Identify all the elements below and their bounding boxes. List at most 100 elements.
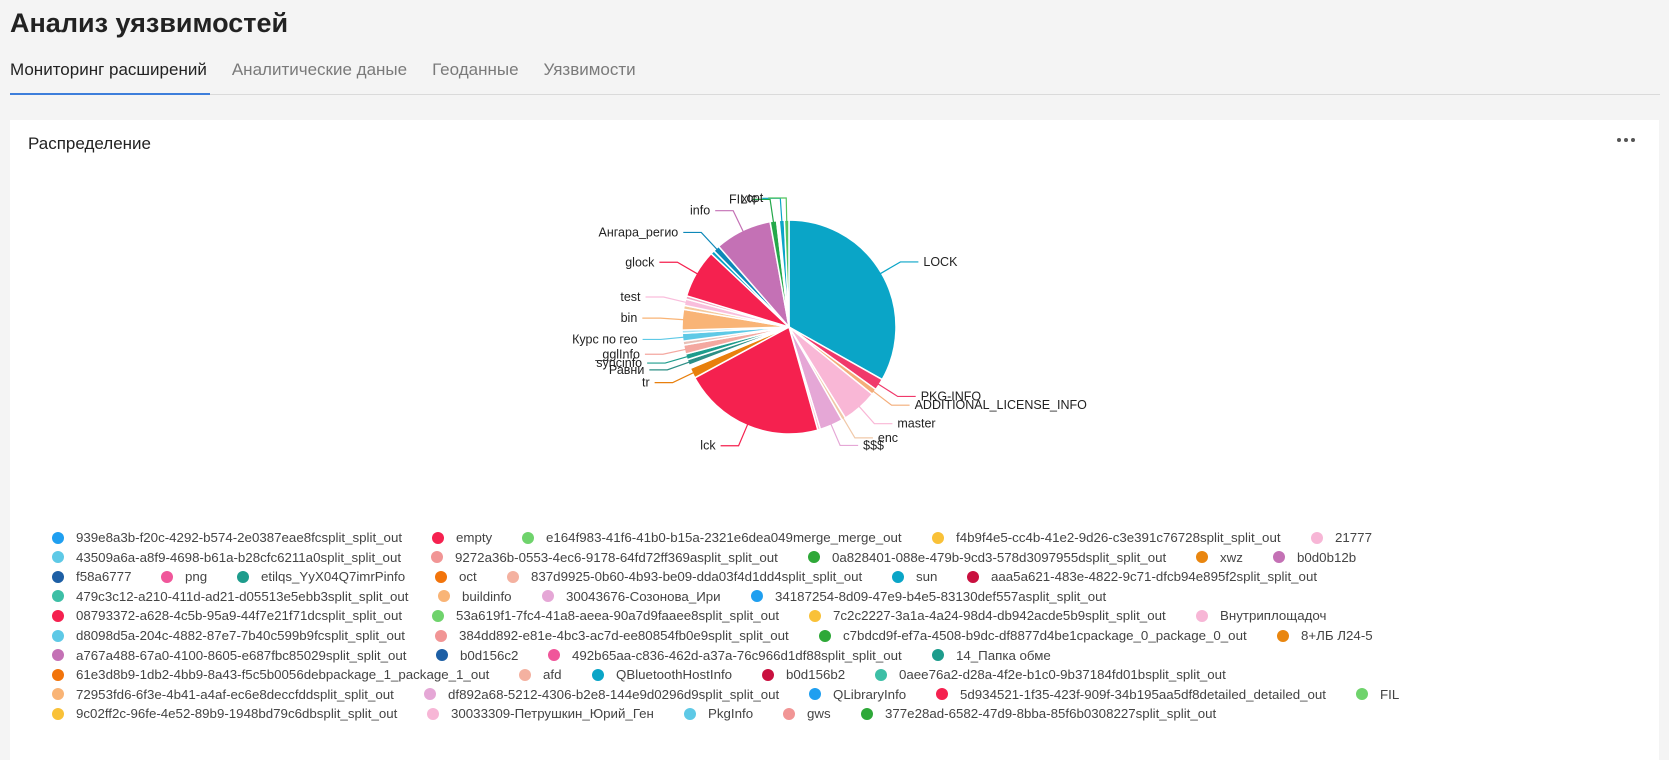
legend-label: 5d934521-1f35-423f-909f-34b195aa5df8deta… xyxy=(960,686,1326,702)
legend-label: b0d156c2 xyxy=(460,647,519,663)
legend-item[interactable]: 34187254-8d09-47e9-b4e5-83130def557aspli… xyxy=(751,589,1106,604)
legend-color-dot xyxy=(52,531,64,544)
legend-item[interactable]: e164f983-41f6-41b0-b15a-2321e6dea049merg… xyxy=(522,530,902,545)
legend-item[interactable]: 7c2c2227-3a1a-4a24-98d4-db942acde5b9spli… xyxy=(809,608,1166,623)
legend-label: 9c02ff2c-96fe-4e52-89b9-1948bd79c6dbspli… xyxy=(76,706,398,722)
pie-slice-label: tr xyxy=(642,376,650,390)
legend-item[interactable]: c7bdcd9f-ef7a-4508-b9dc-df8877d4be1cpack… xyxy=(819,628,1247,643)
legend-item[interactable]: empty xyxy=(432,530,492,545)
pie-slice-label: master xyxy=(897,417,935,431)
legend-label: FIL xyxy=(1380,686,1400,702)
legend-label: e164f983-41f6-41b0-b15a-2321e6dea049merg… xyxy=(546,530,902,545)
legend-item[interactable]: buildinfo xyxy=(438,589,512,604)
more-horizontal-icon[interactable] xyxy=(1611,128,1641,152)
legend-item[interactable]: gws xyxy=(783,706,831,721)
legend-item[interactable]: 0aee76a2-d28a-4f2e-b1c0-9b37184fd01bspli… xyxy=(875,667,1226,682)
legend-item[interactable]: 53a619f1-7fc4-41a8-aeea-90a7d9faaee8spli… xyxy=(432,608,779,623)
legend-item[interactable]: etilqs_YyX04Q7imrPinfo xyxy=(237,569,405,584)
pie-slice-label: lck xyxy=(700,439,716,453)
legend-item[interactable]: 43509a6a-a8f9-4698-b61a-b28cfc6211a0spli… xyxy=(52,550,401,565)
legend-label: 479c3c12-a210-411d-ad21-d05513e5ebb3spli… xyxy=(76,588,409,604)
legend-item[interactable]: png xyxy=(161,569,207,584)
legend-label: df892a68-5212-4306-b2e8-144e9d0296d9spli… xyxy=(448,686,780,702)
legend-color-dot xyxy=(1196,551,1208,564)
legend-item[interactable]: afd xyxy=(519,667,562,682)
pie-label-connector xyxy=(642,317,687,321)
legend-color-dot xyxy=(861,707,873,720)
legend-item[interactable]: 384dd892-e81e-4bc3-ac7d-ee80854fb0e9spli… xyxy=(435,628,789,643)
legend-item[interactable]: f4b9f4e5-cc4b-41e2-9d26-c3e391c76728spli… xyxy=(932,530,1281,545)
pie-label-connector xyxy=(870,388,910,406)
legend-item[interactable]: 08793372-a628-4c5b-95a9-44f7e21f71dcspli… xyxy=(52,608,402,623)
legend-label: f58a6777 xyxy=(76,569,132,585)
legend-item[interactable]: b0d156c2 xyxy=(436,648,518,663)
pie-label-connector xyxy=(829,421,859,447)
legend-item[interactable]: b0d0b12b xyxy=(1273,550,1356,565)
tab-analytics-data[interactable]: Аналитические даные xyxy=(231,60,408,79)
legend-item[interactable]: 14_Папка обме xyxy=(932,648,1051,663)
legend-color-dot xyxy=(809,688,821,701)
legend-color-dot xyxy=(592,668,604,681)
legend-label: gws xyxy=(807,706,831,722)
legend-item[interactable]: 9c02ff2c-96fe-4e52-89b9-1948bd79c6dbspli… xyxy=(52,706,397,721)
pie-label-connector xyxy=(647,355,691,364)
legend-item[interactable]: FIL xyxy=(1356,687,1399,702)
legend-label: afd xyxy=(543,667,562,683)
legend-item[interactable]: 21777 xyxy=(1311,530,1372,545)
legend-label: a767a488-67a0-4100-8605-e687fbc85029spli… xyxy=(76,647,407,663)
legend-label: QLibraryInfo xyxy=(833,686,907,702)
legend-color-dot xyxy=(932,649,944,662)
tab-vulnerabilities[interactable]: Уязвимости xyxy=(543,60,636,79)
legend-color-dot xyxy=(52,570,64,583)
legend-item[interactable]: aaa5a621-483e-4822-9c71-dfcb94e895f2spli… xyxy=(967,569,1317,584)
legend-item[interactable]: 5d934521-1f35-423f-909f-34b195aa5df8deta… xyxy=(936,687,1326,702)
legend-item[interactable]: 479c3c12-a210-411d-ad21-d05513e5ebb3spli… xyxy=(52,589,408,604)
legend-item[interactable]: d8098d5a-204c-4882-87e7-7b40c599b9fcspli… xyxy=(52,628,405,643)
distribution-widget: Распределение LOCK PKG-INFO ADDITIONAL_LIC… xyxy=(10,120,1659,760)
legend-color-dot xyxy=(436,649,448,662)
legend-item[interactable]: 0a828401-088e-479b-9cd3-578d3097955dspli… xyxy=(808,550,1166,565)
legend-item[interactable]: Внутриплощадоч xyxy=(1196,608,1326,623)
pie-slice-label: info xyxy=(690,204,710,218)
legend-item[interactable]: df892a68-5212-4306-b2e8-144e9d0296d9spli… xyxy=(424,687,779,702)
legend-item[interactable]: 61e3d8b9-1db2-4bb9-8a43-f5c5b0056debpack… xyxy=(52,667,489,682)
legend-label: f4b9f4e5-cc4b-41e2-9d26-c3e391c76728spli… xyxy=(956,530,1281,545)
tab-geodata[interactable]: Геоданные xyxy=(432,60,519,79)
legend-color-dot xyxy=(432,609,444,622)
legend-color-dot xyxy=(424,688,436,701)
legend-color-dot xyxy=(808,551,820,564)
pie-slice-label: syncinfo xyxy=(596,356,642,370)
legend-item[interactable]: QLibraryInfo xyxy=(809,687,906,702)
pie-slice-label: PKG-INFO xyxy=(921,389,982,403)
pie-slice-label: _gglInfo xyxy=(594,347,640,361)
legend-item[interactable]: QBluetoothHostInfo xyxy=(592,667,732,682)
legend-item[interactable]: f58a6777 xyxy=(52,569,131,584)
legend-color-dot xyxy=(1277,629,1289,642)
legend-item[interactable]: 30033309-Петрушкин_Юрий_Ген xyxy=(427,706,654,721)
pie-label-connector xyxy=(877,261,919,276)
legend-label: 384dd892-e81e-4bc3-ac7d-ee80854fb0e9spli… xyxy=(459,628,789,643)
legend-label: aaa5a621-483e-4822-9c71-dfcb94e895f2spli… xyxy=(991,569,1318,585)
legend-item[interactable]: 30043676-Созонова_Ири xyxy=(542,589,721,604)
legend-label: 72953fd6-6f3e-4b41-a4af-ec6e8deccfddspli… xyxy=(76,686,394,702)
tab-extension-monitoring[interactable]: Мониторинг расширений xyxy=(10,56,210,95)
legend-color-dot xyxy=(684,707,696,720)
legend-item[interactable]: PkgInfo xyxy=(684,706,753,721)
pie-slice-label: ADDITIONAL_LICENSE_INFO xyxy=(915,398,1088,412)
legend-label: buildinfo xyxy=(462,588,512,604)
legend-item[interactable]: 837d9925-0b60-4b93-be09-dda03f4d1dd4spli… xyxy=(507,569,862,584)
legend-item[interactable]: 492b65aa-c836-462d-a37a-76c966d1df88spli… xyxy=(548,648,902,663)
legend-item[interactable]: oct xyxy=(435,569,477,584)
legend-item[interactable]: xwz xyxy=(1196,550,1243,565)
legend-item[interactable]: 72953fd6-6f3e-4b41-a4af-ec6e8deccfddspli… xyxy=(52,687,394,702)
legend-item[interactable]: a767a488-67a0-4100-8605-e687fbc85029spli… xyxy=(52,648,406,663)
legend-item[interactable]: b0d156b2 xyxy=(762,667,845,682)
legend-item[interactable]: 9272a36b-0553-4ec6-9178-64fd72ff369aspli… xyxy=(431,550,778,565)
legend-item[interactable]: 8+ЛБ Л24-5 xyxy=(1277,628,1373,643)
legend-label: 21777 xyxy=(1335,530,1372,545)
legend-item[interactable]: 939e8a3b-f20c-4292-b574-2e0387eae8fcspli… xyxy=(52,530,402,545)
legend-item[interactable]: sun xyxy=(892,569,937,584)
legend-item[interactable]: 377e28ad-6582-47d9-8bba-85f6b0308227spli… xyxy=(861,706,1216,721)
legend-color-dot xyxy=(522,531,534,544)
legend-label: 0aee76a2-d28a-4f2e-b1c0-9b37184fd01bspli… xyxy=(899,667,1226,683)
